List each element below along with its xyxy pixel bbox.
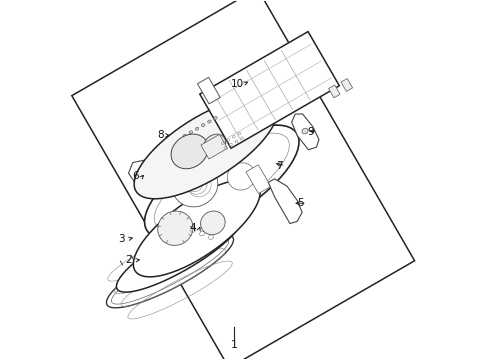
Text: 7: 7 <box>275 161 282 171</box>
Polygon shape <box>201 134 227 159</box>
Ellipse shape <box>145 177 146 179</box>
Ellipse shape <box>214 117 217 120</box>
Ellipse shape <box>183 134 186 138</box>
Text: 6: 6 <box>133 171 139 181</box>
Ellipse shape <box>208 120 211 123</box>
Ellipse shape <box>204 134 225 154</box>
Ellipse shape <box>201 123 205 127</box>
Polygon shape <box>246 165 271 194</box>
Polygon shape <box>72 0 415 360</box>
Polygon shape <box>117 214 242 292</box>
Polygon shape <box>341 78 353 91</box>
Ellipse shape <box>140 177 141 179</box>
Text: 10: 10 <box>231 78 245 89</box>
Polygon shape <box>200 32 340 148</box>
Polygon shape <box>292 114 319 150</box>
Text: 4: 4 <box>190 223 196 233</box>
Polygon shape <box>128 160 158 194</box>
Ellipse shape <box>227 163 255 190</box>
Ellipse shape <box>302 128 308 134</box>
Polygon shape <box>106 234 234 308</box>
Ellipse shape <box>158 211 193 246</box>
Ellipse shape <box>200 211 225 235</box>
Text: 5: 5 <box>297 198 304 208</box>
Ellipse shape <box>171 134 208 169</box>
Text: 3: 3 <box>119 234 125 244</box>
Ellipse shape <box>147 177 148 179</box>
Ellipse shape <box>189 131 193 134</box>
Polygon shape <box>134 97 277 199</box>
Ellipse shape <box>172 163 218 207</box>
Polygon shape <box>328 85 340 98</box>
Polygon shape <box>145 125 299 238</box>
Polygon shape <box>269 179 302 224</box>
Text: 1: 1 <box>231 340 238 350</box>
Polygon shape <box>133 180 260 277</box>
Ellipse shape <box>196 127 199 130</box>
Ellipse shape <box>142 177 144 179</box>
Text: 2: 2 <box>125 255 132 265</box>
Polygon shape <box>197 77 220 104</box>
Text: 9: 9 <box>308 127 315 137</box>
Text: 8: 8 <box>158 130 164 140</box>
